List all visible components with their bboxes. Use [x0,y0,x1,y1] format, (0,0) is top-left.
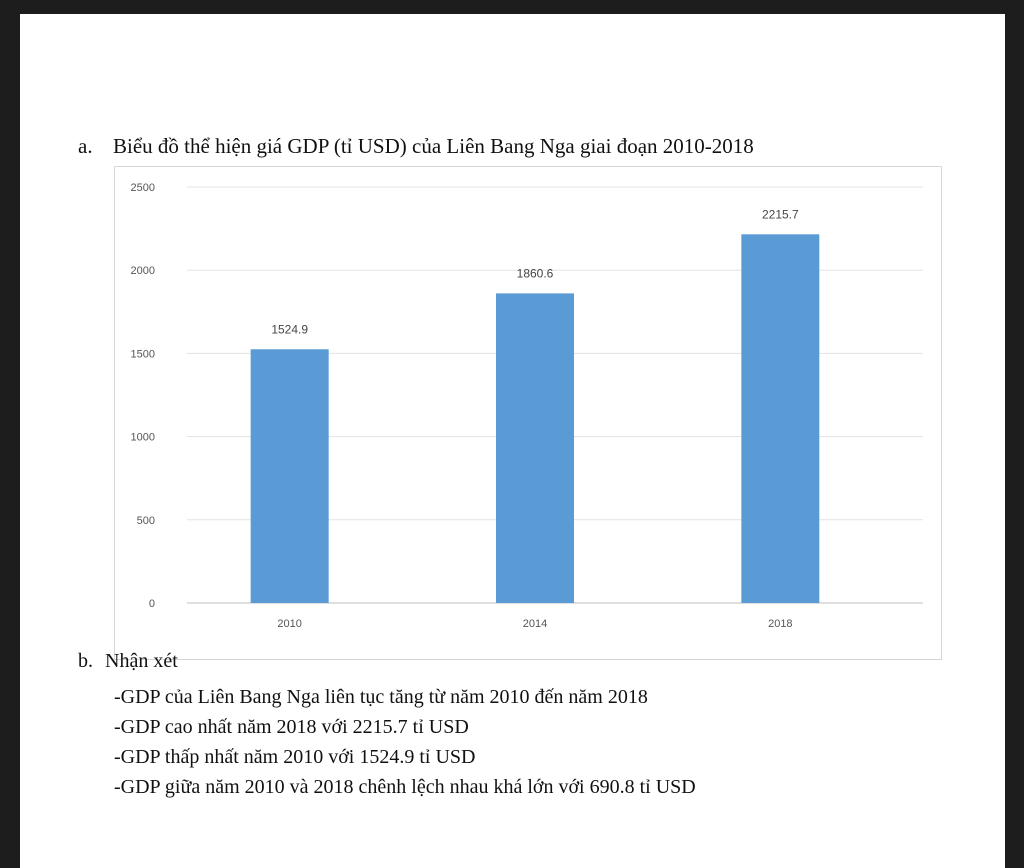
heading-marker: a. [78,134,93,158]
remark-item: -GDP thấp nhất năm 2010 với 1524.9 tỉ US… [114,746,476,768]
remarks-marker: b. [78,650,93,672]
y-tick-label: 0 [149,598,155,610]
remark-item: -GDP của Liên Bang Nga liên tục tăng từ … [114,686,648,708]
bar [741,234,820,603]
y-tick-label: 1500 [131,348,155,360]
chart-heading: a. Biểu đồ thể hiện giá GDP (tỉ USD) của … [78,134,754,159]
bar [250,349,329,603]
data-label: 2215.7 [762,207,799,221]
remarks-title: Nhận xét [105,650,178,672]
remarks-list: -GDP của Liên Bang Nga liên tục tăng từ … [114,682,696,802]
x-tick-label: 2018 [768,618,792,630]
x-tick-label: 2014 [523,618,547,630]
x-tick-label: 2010 [277,618,301,630]
y-tick-label: 1000 [131,432,155,444]
data-label: 1524.9 [271,322,308,336]
bar [496,293,574,603]
y-tick-label: 2500 [131,182,155,194]
y-tick-label: 2000 [131,265,155,277]
data-label: 1860.6 [517,266,554,280]
heading-text: Biểu đồ thể hiện giá GDP (tỉ USD) của Li… [113,134,754,158]
chart-svg: 0 500 1000 1500 2000 2500 1524.9 2010 1860.6 2014… [131,182,923,630]
remarks-heading: b. Nhận xét [78,650,178,673]
remark-item: -GDP cao nhất năm 2018 với 2215.7 tỉ USD [114,716,469,738]
y-tick-label: 500 [137,515,155,527]
remark-item: -GDP giữa năm 2010 và 2018 chênh lệch nh… [114,776,696,798]
document-page: a. Biểu đồ thể hiện giá GDP (tỉ USD) của … [20,14,1005,868]
gdp-bar-chart: 0 500 1000 1500 2000 2500 1524.9 2010 1860.6 2014… [114,166,942,660]
